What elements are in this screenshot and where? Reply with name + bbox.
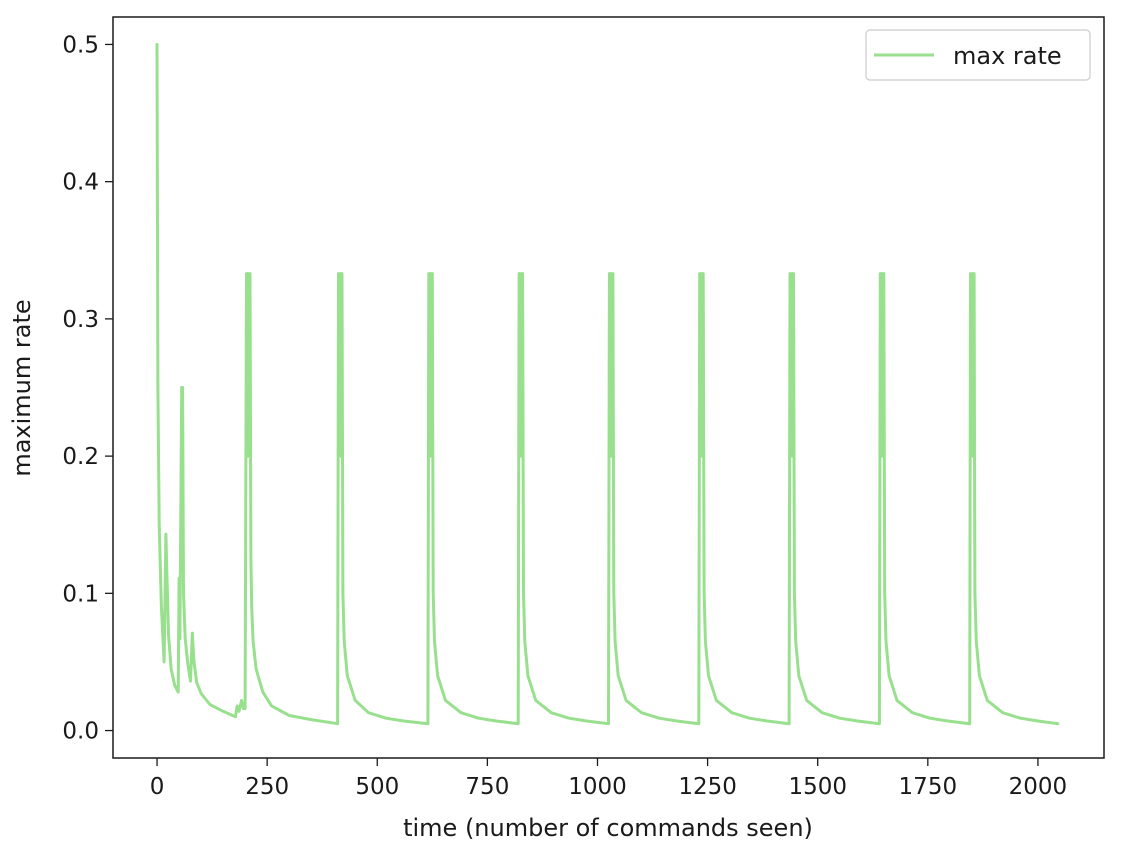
- x-tick-label: 750: [465, 774, 509, 800]
- legend: max rate: [865, 29, 1091, 81]
- x-tick-label: 2000: [1009, 774, 1068, 800]
- x-tick-label: 1000: [568, 774, 627, 800]
- x-tick-label: 500: [355, 774, 399, 800]
- y-tick-label: 0.3: [62, 307, 99, 333]
- legend-entry-max-rate: max rate: [953, 42, 1062, 70]
- x-tick-label: 1250: [678, 774, 737, 800]
- y-axis: 0.0 0.1 0.2 0.3 0.4 0.5: [62, 32, 113, 745]
- x-tick-label: 1750: [899, 774, 958, 800]
- plot-area: 0 250 500 750 1000 1250 1500 1750 2000 0.0 0.1 0.2…: [62, 16, 1105, 800]
- plot-frame: [112, 16, 1105, 759]
- x-tick-label: 250: [245, 774, 289, 800]
- y-axis-label: maximum rate: [8, 299, 36, 476]
- x-axis-label: time (number of commands seen): [403, 814, 813, 842]
- y-tick-label: 0.0: [62, 719, 99, 745]
- series-line-max-rate: [155, 42, 1060, 726]
- x-tick-label: 1500: [788, 774, 847, 800]
- x-axis: 0 250 500 750 1000 1250 1500 1750 2000: [150, 758, 1067, 800]
- legend-box: [865, 29, 1091, 81]
- x-tick-label: 0: [150, 774, 165, 800]
- y-tick-label: 0.1: [62, 581, 99, 607]
- y-tick-label: 0.4: [62, 170, 99, 196]
- y-tick-label: 0.2: [62, 444, 99, 470]
- series-layer: [155, 42, 1060, 726]
- y-tick-label: 0.5: [62, 32, 99, 58]
